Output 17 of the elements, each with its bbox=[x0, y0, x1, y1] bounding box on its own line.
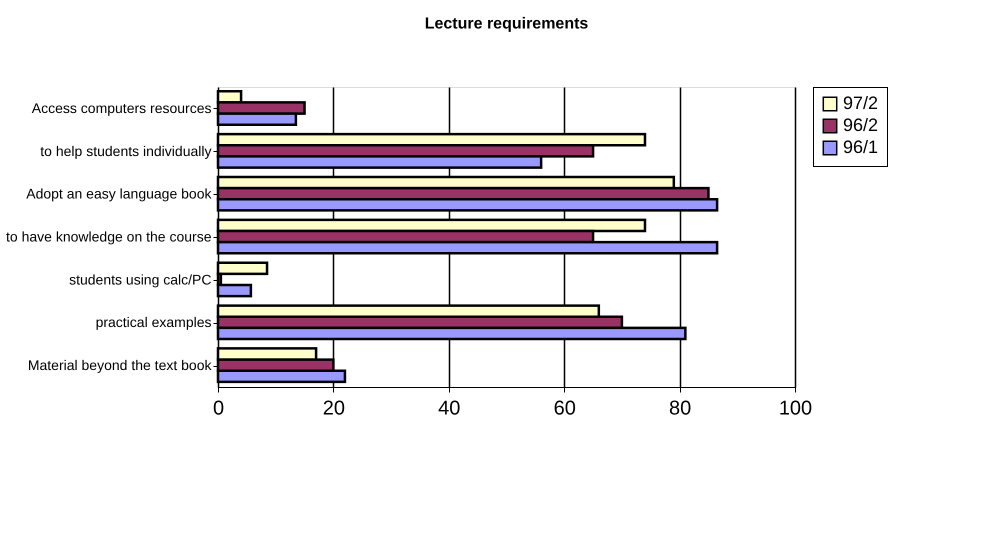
y-tick-label: to help students individually bbox=[40, 142, 212, 159]
chart-title: Lecture requirements bbox=[424, 16, 588, 32]
legend-label: 96/1 bbox=[843, 137, 878, 157]
legend-label: 97/2 bbox=[843, 93, 878, 113]
y-tick-label: students using calc/PC bbox=[69, 271, 212, 288]
legend-label: 96/2 bbox=[843, 115, 878, 135]
x-tick-label: 40 bbox=[438, 398, 460, 420]
y-tick-label: to have knowledge on the course bbox=[6, 228, 212, 244]
x-tick-label: 0 bbox=[212, 398, 224, 420]
x-tick-label: 20 bbox=[322, 398, 346, 420]
x-tick-label: 60 bbox=[554, 398, 576, 420]
y-tick-label: Adopt an easy language book bbox=[26, 186, 212, 202]
y-tick-label: practical examples bbox=[96, 314, 212, 330]
y-tick-label: Material beyond the text book bbox=[28, 357, 212, 374]
x-tick-label: 100 bbox=[778, 398, 812, 420]
y-tick-label: Access computers resources bbox=[32, 100, 212, 116]
x-tick-label: 80 bbox=[668, 398, 692, 420]
